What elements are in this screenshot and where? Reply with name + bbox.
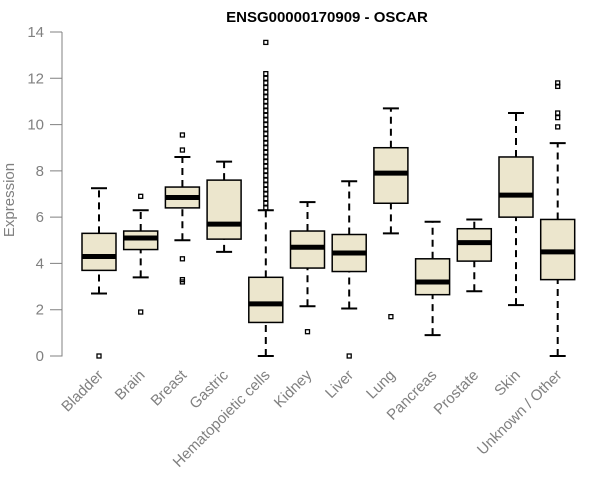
outlier-point	[263, 94, 269, 100]
outlier-point	[263, 154, 269, 160]
box-skin	[498, 112, 534, 307]
y-tick-label: 4	[36, 255, 44, 272]
outlier-point	[346, 353, 352, 359]
outlier-point	[179, 147, 186, 153]
outlier-point	[263, 145, 269, 151]
iqr-box	[81, 232, 117, 272]
outlier-point	[179, 276, 186, 283]
plot-area	[81, 39, 576, 359]
x-tick-label: Brain	[112, 367, 149, 404]
box-bladder	[81, 187, 117, 359]
outlier-point	[555, 110, 561, 116]
outlier-point	[263, 140, 269, 146]
outlier-point	[263, 98, 269, 105]
box-pancreas	[414, 220, 451, 337]
y-axis-label: Expression	[1, 163, 18, 237]
iqr-box	[498, 156, 534, 218]
box-hematopoietic-cells	[248, 39, 284, 357]
outlier-point	[555, 114, 561, 121]
outlier-point	[263, 195, 269, 202]
x-tick-label: Kidney	[271, 366, 316, 411]
outlier-point	[263, 135, 269, 142]
x-tick-label: Lung	[363, 367, 399, 403]
outlier-point	[263, 168, 269, 174]
x-tick-label: Skin	[491, 367, 524, 400]
y-tick-label: 2	[36, 302, 44, 319]
outlier-point	[138, 193, 144, 199]
outlier-point	[555, 124, 561, 130]
outlier-point	[263, 80, 269, 86]
outlier-point	[263, 71, 269, 77]
outlier-point	[263, 103, 269, 109]
outlier-point	[263, 158, 269, 165]
box-prostate	[456, 218, 493, 293]
outlier-point	[555, 80, 561, 86]
outlier-point	[263, 75, 269, 81]
box-brain	[122, 193, 159, 315]
chart-title: ENSG00000170909 - OSCAR	[226, 9, 428, 26]
box-kidney	[289, 201, 326, 335]
outlier-point	[263, 89, 269, 95]
outlier-point	[179, 256, 186, 262]
y-tick-label: 8	[36, 163, 44, 180]
x-tick-label: Breast	[148, 366, 191, 409]
outlier-point	[263, 108, 269, 114]
box-gastric	[206, 160, 242, 253]
outlier-point	[263, 121, 269, 128]
box-liver	[331, 180, 367, 359]
outlier-point	[96, 353, 102, 359]
outlier-point	[263, 172, 269, 179]
outlier-point	[263, 126, 269, 132]
iqr-box	[248, 276, 284, 324]
iqr-box	[414, 258, 451, 296]
box-unknown-other	[539, 80, 576, 357]
outlier-point	[263, 163, 269, 169]
outlier-point	[263, 84, 269, 91]
y-tick-label: 0	[36, 348, 44, 365]
y-tick-labels: 0 2 4 6 8 10 12 14	[27, 24, 44, 365]
x-tick-label: Bladder	[58, 367, 107, 416]
outlier-point	[263, 200, 269, 206]
x-tick-label: Prostate	[431, 367, 483, 419]
outlier-point	[388, 314, 394, 320]
outlier-point	[263, 149, 269, 155]
outlier-point	[263, 39, 269, 46]
box-breast	[164, 132, 201, 285]
outlier-point	[304, 329, 311, 335]
outlier-point	[179, 132, 186, 138]
outlier-point	[263, 182, 269, 188]
outlier-point	[263, 191, 269, 197]
outlier-point	[263, 117, 269, 123]
outlier-point	[138, 309, 144, 315]
y-tick-label: 6	[36, 209, 44, 226]
outlier-point	[263, 112, 269, 118]
y-tick-label: 12	[27, 70, 44, 87]
iqr-box	[206, 179, 242, 240]
y-axis	[50, 31, 63, 357]
outlier-point	[263, 177, 269, 183]
x-tick-label: Liver	[322, 367, 357, 402]
outlier-point	[263, 186, 269, 193]
box-lung	[373, 107, 409, 320]
outlier-point	[263, 205, 269, 211]
y-tick-label: 10	[27, 117, 44, 134]
y-tick-label: 14	[27, 24, 44, 41]
outlier-point	[263, 131, 269, 137]
